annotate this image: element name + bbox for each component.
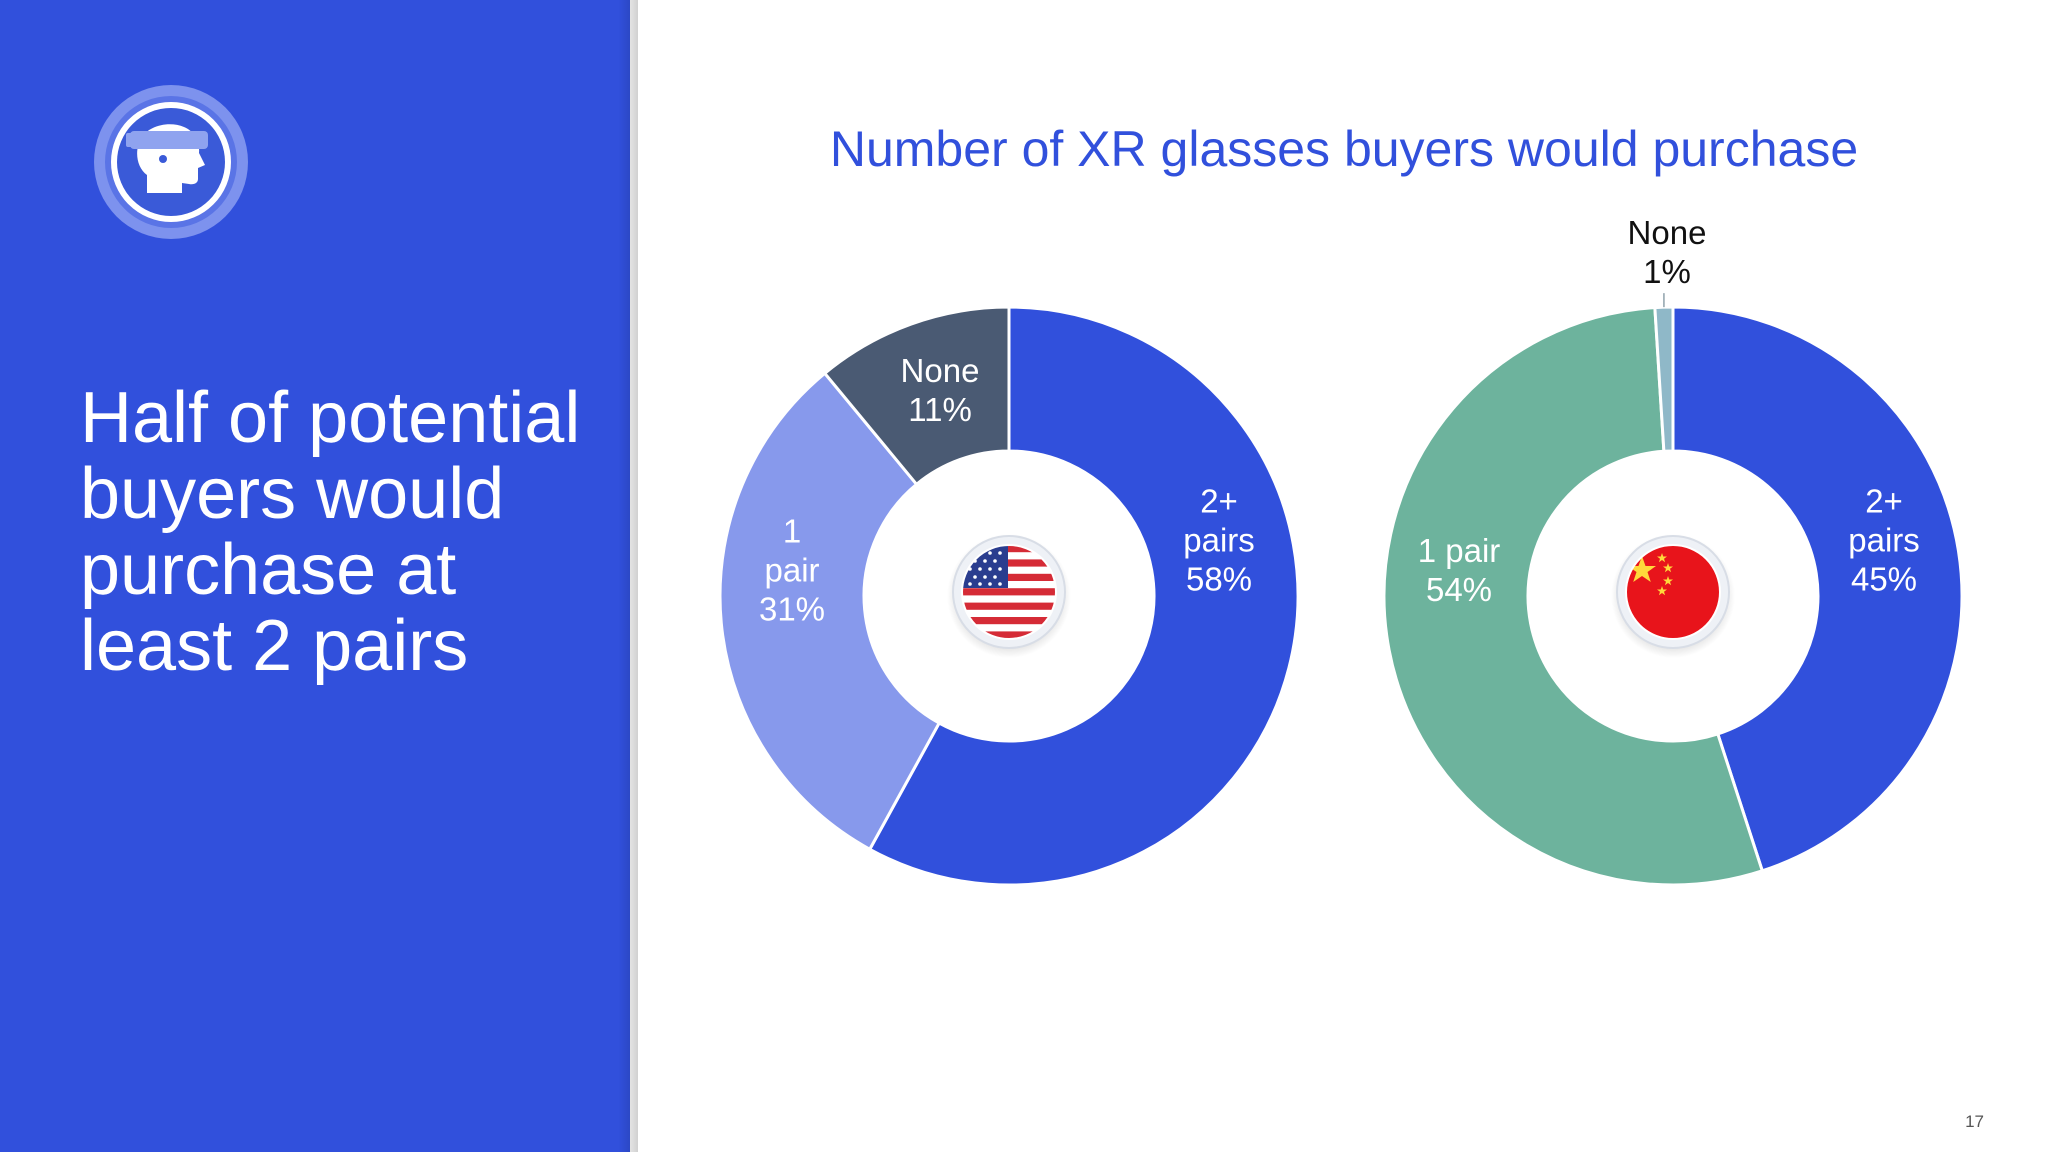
page-number: 17 [1965, 1112, 1984, 1131]
donut-slice-none [1653, 305, 1675, 453]
us-donut-chart: 2+ pairs 58% 1 pair 31% None 11% [718, 305, 1300, 887]
donut-slice-2-pairs [867, 305, 1300, 887]
slice-label: None 1% [1628, 214, 1707, 290]
donut-slice-2-pairs [1671, 305, 1964, 873]
vr-headset-head-icon [94, 85, 248, 239]
slice-label: 2+ pairs 45% [1848, 483, 1920, 598]
us-flag-icon [947, 534, 1071, 658]
slice-label: 1 pair 31% [759, 513, 825, 628]
china-donut-chart: 2+ pairs 45% 1 pair 54% None 1% [1382, 214, 1964, 887]
chart-title: Number of XR glasses buyers would purcha… [829, 121, 1859, 177]
china-flag-icon [1611, 534, 1735, 658]
slice-label: 2+ pairs 58% [1183, 483, 1255, 598]
donut-slice-none [822, 305, 1011, 487]
donut-slice-1-pair [718, 371, 942, 852]
slice-label: 1 pair 54% [1418, 532, 1501, 608]
sidebar-shadow [618, 0, 638, 1152]
slice-label: None 11% [901, 352, 980, 428]
slide-headline: Half of potential buyers would purchase … [80, 378, 581, 686]
donut-slice-1-pair [1382, 305, 1765, 887]
